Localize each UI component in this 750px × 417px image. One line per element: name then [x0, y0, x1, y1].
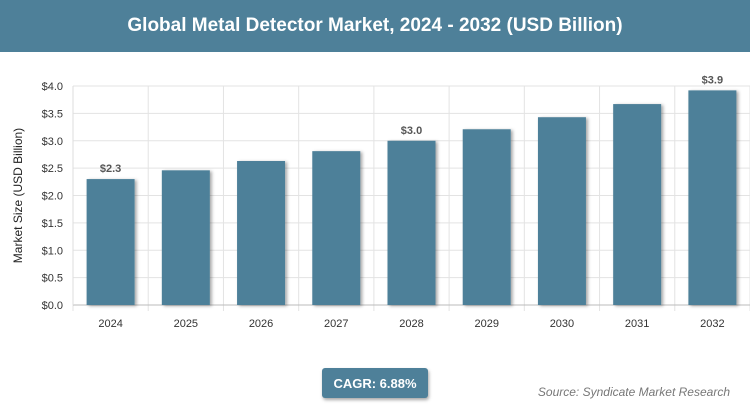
- y-tick-label: $2.0: [42, 191, 63, 203]
- y-tick-label: $0.0: [42, 300, 63, 312]
- y-axis-title: Market Size (USD Billion): [11, 128, 25, 263]
- cagr-text: CAGR: 6.88%: [333, 375, 417, 391]
- y-tick-label: $0.5: [42, 273, 63, 285]
- x-tick-label: 2027: [324, 318, 348, 330]
- x-tick-label: 2029: [474, 318, 498, 330]
- cagr-badge: CAGR: 6.88%: [322, 368, 428, 398]
- data-label: $2.3: [100, 163, 121, 175]
- bar-2026: [237, 161, 286, 305]
- x-tick-label: 2028: [399, 318, 423, 330]
- y-tick-label: $3.0: [42, 136, 63, 148]
- bar-2024: [86, 179, 135, 305]
- x-tick-label: 2031: [625, 318, 649, 330]
- data-label: $3.9: [702, 74, 723, 86]
- data-label: $3.0: [401, 125, 422, 137]
- x-tick-label: 2030: [550, 318, 574, 330]
- bar-2031: [613, 104, 662, 305]
- x-tick-label: 2032: [700, 318, 724, 330]
- bar-2030: [537, 117, 586, 306]
- labels: $0.0 $0.5 $1.0 $1.5 $2.0 $2.5 $3.0 $3.5 $4.0 2024…: [42, 74, 725, 330]
- bar-2029: [462, 129, 511, 305]
- y-tick-label: $2.5: [42, 163, 63, 175]
- bar-2028: [387, 140, 436, 305]
- chart-title: Global Metal Detector Market, 2024 - 203…: [127, 15, 623, 36]
- y-tick-label: $1.5: [42, 218, 63, 230]
- bar-2025: [161, 170, 210, 305]
- bar-chart: $0.0 $0.5 $1.0 $1.5 $2.0 $2.5 $3.0 $3.5 $4.0 2024…: [11, 74, 750, 330]
- y-tick-label: $1.0: [42, 245, 63, 257]
- y-tick-label: $3.5: [42, 108, 63, 120]
- x-tick-label: 2024: [98, 318, 122, 330]
- source-note: Source: Syndicate Market Research: [537, 385, 730, 399]
- x-tick-label: 2025: [174, 318, 198, 330]
- y-tick-label: $4.0: [42, 81, 63, 93]
- chart-header: Global Metal Detector Market, 2024 - 203…: [0, 0, 750, 52]
- bars: [86, 90, 737, 306]
- bar-2032: [688, 90, 737, 305]
- bar-2027: [312, 151, 361, 305]
- x-tick-label: 2026: [249, 318, 273, 330]
